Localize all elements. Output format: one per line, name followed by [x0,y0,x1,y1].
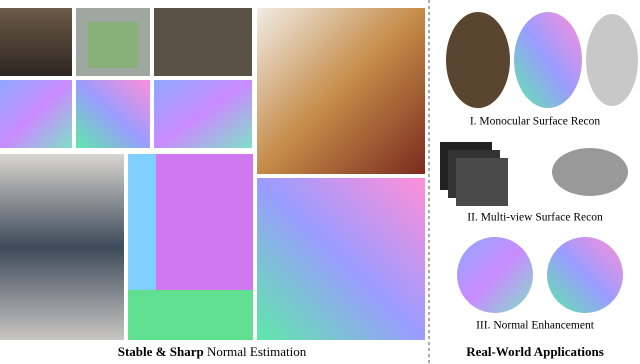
normal-map [154,80,252,148]
right-panel: I. Monocular Surface Recon II. Multi-vie… [440,12,638,359]
buddha-recon [586,14,638,106]
buddha-photo [446,12,510,108]
left-caption: Stable & Sharp Normal Estimation [118,344,307,359]
caption-regular: Normal Estimation [207,344,307,359]
photo [0,154,124,340]
normal-map [257,178,425,340]
application-caption: I. Monocular Surface Recon [470,116,601,128]
bird-recon [552,148,628,196]
right-title: Real-World Applications [466,344,604,359]
view-photo [456,158,508,206]
normal-map [0,80,72,148]
photo [0,8,72,76]
caption-bold: Stable & Sharp [118,344,204,359]
photo-detail [88,22,138,68]
application-caption: III. Normal Enhancement [476,320,595,332]
portrait-normal [457,237,533,313]
application-caption: II. Multi-view Surface Recon [467,212,603,224]
left-panel: Stable & Sharp Normal Estimation [0,8,425,359]
normal-map [76,80,150,148]
portrait-normal [547,237,623,313]
photo [257,8,425,174]
normal-map-detail [128,290,253,340]
buddha-normal [514,12,582,108]
photo [154,8,252,76]
